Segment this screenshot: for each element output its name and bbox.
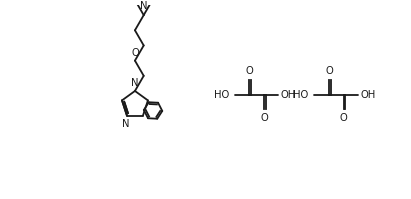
- Text: HO: HO: [293, 90, 309, 100]
- Text: HO: HO: [214, 90, 229, 100]
- Text: N: N: [131, 78, 139, 88]
- Text: N: N: [140, 1, 148, 11]
- Text: O: O: [245, 66, 253, 76]
- Text: O: O: [340, 113, 348, 123]
- Text: O: O: [260, 113, 268, 123]
- Text: N: N: [122, 119, 130, 129]
- Text: OH: OH: [360, 90, 376, 100]
- Text: O: O: [131, 48, 139, 58]
- Text: O: O: [325, 66, 333, 76]
- Text: OH: OH: [280, 90, 296, 100]
